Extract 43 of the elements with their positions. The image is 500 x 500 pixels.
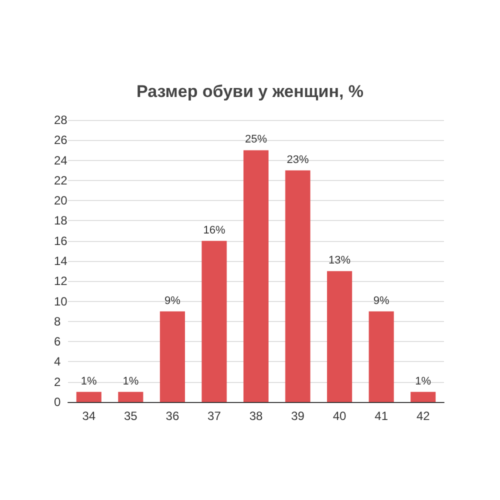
y-tick-label: 10 [54,294,68,308]
bar [202,240,227,402]
x-tick-label: 36 [166,409,180,423]
x-tick-label: 39 [291,409,305,423]
chart-title: Размер обуви у женщин, % [136,82,364,101]
x-tick-label: 42 [416,409,430,423]
data-label: 13% [328,254,351,267]
y-tick-label: 22 [54,173,68,188]
bar [160,311,185,402]
y-tick-label: 6 [54,334,61,349]
bar [243,150,269,402]
data-label: 23% [286,154,309,166]
data-label: 9% [164,294,181,307]
data-label: 9% [373,294,390,307]
y-tick-label: 20 [54,194,68,208]
bar [327,271,352,402]
data-label: 25% [244,134,268,146]
x-tick-label: 37 [208,409,222,423]
x-tick-label: 34 [82,409,96,423]
data-label: 1% [415,375,432,388]
y-tick-label: 28 [54,113,68,127]
bar [76,392,102,402]
y-tick-label: 4 [54,354,61,369]
y-tick-label: 12 [54,274,68,288]
data-label: 16% [203,224,226,236]
bar [368,311,394,402]
y-tick-label: 14 [54,254,68,268]
bar [118,392,144,402]
x-tick-label: 38 [249,409,263,423]
bar [285,170,310,402]
x-tick-label: 41 [374,409,388,423]
y-tick-label: 26 [54,133,68,148]
data-label: 1% [80,375,98,388]
x-tick-label: 40 [332,409,347,423]
y-tick-label: 16 [54,234,68,248]
x-tick-label: 35 [124,409,138,423]
y-tick-label: 0 [54,395,61,409]
y-tick-label: 24 [54,153,68,168]
y-tick-label: 18 [54,214,68,228]
y-tick-label: 8 [54,314,61,328]
y-tick-label: 2 [54,374,61,389]
data-label: 1% [122,375,139,388]
bar [410,392,436,402]
